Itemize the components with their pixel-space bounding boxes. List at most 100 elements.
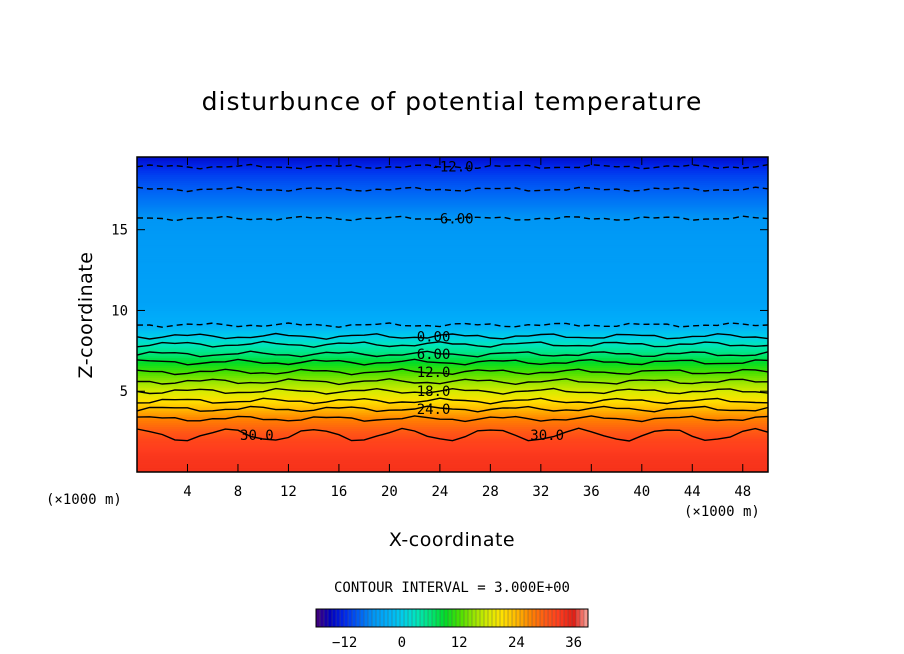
field-band xyxy=(137,377,768,380)
field-band xyxy=(137,263,768,266)
contour-labels: -12.0 -6.00 0.00 6.00 12.0 18.0 24.0 30.0 30.0 xyxy=(240,160,564,444)
colorbar-swatch xyxy=(520,609,525,627)
field-band xyxy=(137,166,768,170)
field-band xyxy=(137,389,768,392)
field-band xyxy=(137,402,768,406)
colorbar-swatch xyxy=(532,609,537,627)
colorbar-swatch xyxy=(556,609,561,627)
field-band xyxy=(137,280,768,284)
contour-label: 6.00 xyxy=(417,347,451,363)
x-tick-label: 28 xyxy=(482,484,499,500)
field-band xyxy=(137,176,768,179)
colorbar-swatch xyxy=(328,609,333,627)
field-band xyxy=(137,424,768,428)
field-band xyxy=(137,318,768,321)
field-band xyxy=(137,404,768,408)
colorbar-swatch xyxy=(468,609,473,627)
y-tick-label: 5 xyxy=(120,384,128,400)
colorbar-swatch xyxy=(500,609,505,627)
colorbar-swatch xyxy=(400,609,405,627)
field-band xyxy=(137,446,768,449)
contour-line xyxy=(136,163,769,170)
colorbar-swatch xyxy=(388,609,393,627)
field-band xyxy=(137,186,768,189)
field-band xyxy=(137,164,768,168)
field-band xyxy=(137,308,768,311)
field-band xyxy=(137,343,768,347)
contour-label: 12.0 xyxy=(417,365,451,381)
field-band xyxy=(137,253,768,256)
field-band xyxy=(137,292,768,296)
field-band xyxy=(137,369,768,372)
colorbar-swatch xyxy=(364,609,369,627)
contour-label: 18.0 xyxy=(417,384,451,400)
field-band xyxy=(137,410,768,414)
field-band xyxy=(137,294,768,298)
field-band xyxy=(137,394,768,398)
colorbar-swatch xyxy=(540,609,545,627)
field-band xyxy=(137,276,768,280)
colorbar-swatch xyxy=(456,609,461,627)
colorbar-swatch xyxy=(356,609,361,627)
field-band xyxy=(137,190,768,193)
field-band xyxy=(137,162,768,166)
y-axis-label: Z-coordinate xyxy=(75,252,97,379)
field-band xyxy=(137,371,768,374)
field-band xyxy=(137,247,768,250)
field-band xyxy=(137,168,768,172)
field-band xyxy=(137,327,768,331)
field-band xyxy=(137,235,768,239)
field-band xyxy=(137,345,768,349)
field-band xyxy=(137,467,768,471)
colorbar-swatch xyxy=(568,609,573,627)
contour-label: -6.00 xyxy=(431,211,473,227)
colorbar-swatch xyxy=(496,609,501,627)
colorbar-swatch xyxy=(544,609,549,627)
x-axis-label: X-coordinate xyxy=(389,529,515,551)
colorbar-swatch xyxy=(376,609,381,627)
field-band xyxy=(137,465,768,469)
field-band xyxy=(137,463,768,467)
y-axis-unit: (×1000 m) xyxy=(46,492,122,508)
field-band xyxy=(137,251,768,254)
field-band xyxy=(137,400,768,404)
field-band xyxy=(137,355,768,359)
contour-line xyxy=(136,332,769,340)
field-band xyxy=(137,322,768,325)
field-band xyxy=(137,172,768,176)
field-band xyxy=(137,298,768,302)
field-band xyxy=(137,233,768,237)
field-band xyxy=(137,306,768,309)
colorbar-ticks: −12 0 12 24 36 xyxy=(332,635,582,651)
field-band xyxy=(137,414,768,418)
y-tick-label: 10 xyxy=(111,303,128,319)
field-band xyxy=(137,221,768,225)
colorbar-tick-label: −12 xyxy=(332,635,357,651)
field-band xyxy=(137,406,768,410)
field-band xyxy=(137,434,768,437)
colorbar-swatch xyxy=(536,609,541,627)
contour-line xyxy=(136,368,769,376)
field-band xyxy=(137,264,768,268)
colorbar-swatch xyxy=(464,609,469,627)
colorbar-swatch xyxy=(436,609,441,627)
x-tick-label: 20 xyxy=(381,484,398,500)
contour-line xyxy=(136,322,769,328)
field-band xyxy=(137,255,768,258)
colorbar-swatch xyxy=(424,609,429,627)
field-band xyxy=(137,450,768,453)
field-band xyxy=(137,215,768,219)
x-tick-label: 48 xyxy=(734,484,751,500)
field-band xyxy=(137,249,768,252)
x-axis-ticks: 4 8 12 16 20 24 28 32 36 40 44 48 xyxy=(183,157,751,500)
field-band xyxy=(137,288,768,292)
field-band xyxy=(137,351,768,355)
field-band xyxy=(137,237,768,240)
field-band xyxy=(137,209,768,213)
field-band xyxy=(137,217,768,221)
colorbar-swatch xyxy=(472,609,477,627)
contour-label: -12.0 xyxy=(431,160,473,176)
field-band xyxy=(137,261,768,264)
field-band xyxy=(137,300,768,303)
colorbar-swatch xyxy=(476,609,481,627)
